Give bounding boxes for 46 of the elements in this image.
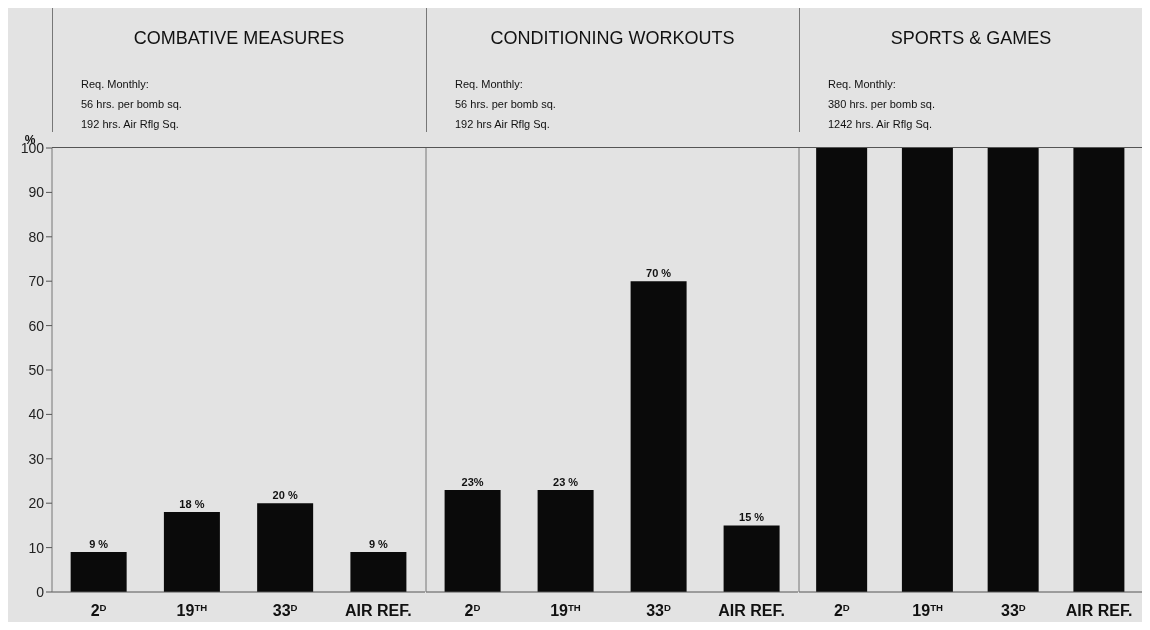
y-tick-label: 40 [28, 406, 45, 423]
y-tick-label: 90 [28, 184, 45, 201]
y-tick-label: 10 [28, 539, 45, 556]
y-tick-label: 20 [28, 495, 45, 512]
text: Req. Monthly: [81, 77, 150, 92]
text: 56 hrs. per bomb sq. [81, 97, 182, 112]
x-tick-label: AIR REF. [1065, 602, 1133, 619]
x-tick-label: 19$^{TH}$ [550, 601, 581, 619]
y-tick-label: 60 [28, 317, 45, 334]
x-tick-label: 33$^{D}$ [1001, 601, 1026, 619]
x-tick-label: 2$^{D}$ [464, 601, 481, 619]
text: 192 hrs Air Rflg Sq. [455, 117, 551, 132]
data-label: 23 % [553, 475, 579, 488]
x-tick-label: 33$^{D}$ [272, 601, 298, 619]
y-tick-label: 30 [28, 450, 45, 467]
chart-title: SPORTS & GAMES [889, 27, 1053, 49]
y-tick-label: 0 [36, 583, 45, 600]
text: 380 hrs. per bomb sq. [828, 97, 936, 112]
text: 192 hrs. Air Rflg Sq. [81, 117, 180, 132]
x-tick-label: 19$^{TH}$ [912, 601, 943, 619]
x-tick-label: 2$^{D}$ [90, 601, 107, 619]
chart-title: COMBATIVE MEASURES [132, 27, 346, 49]
bar [350, 552, 407, 592]
x-tick-label: 19$^{TH}$ [176, 601, 208, 619]
x-tick-label: 33$^{D}$ [646, 601, 671, 619]
data-label: 23% [461, 475, 484, 488]
text: Req. Monthly: [455, 77, 524, 92]
data-label: 15 % [739, 511, 765, 524]
y-tick-label: 50 [28, 361, 45, 378]
x-tick-label: AIR REF. [718, 602, 785, 619]
x-tick-label: AIR REF. [345, 602, 412, 619]
bar [163, 512, 220, 592]
y-tick-label: 80 [28, 228, 45, 245]
bar [257, 503, 314, 592]
chart-title: CONDITIONING WORKOUTS [489, 27, 736, 49]
data-label: 9 % [89, 538, 109, 551]
bar [70, 552, 127, 592]
y-tick-label: 70 [28, 273, 45, 290]
data-label: 9 % [368, 538, 389, 551]
data-label: 18 % [179, 498, 205, 511]
text: Req. Monthly: [828, 77, 897, 92]
text: 56 hrs. per bomb sq. [455, 97, 556, 112]
data-label: 70 % [646, 267, 672, 280]
data-label: 20 % [272, 489, 298, 502]
x-tick-label: 2$^{D}$ [833, 601, 850, 619]
text: 1242 hrs. Air Rflg Sq. [828, 117, 933, 132]
